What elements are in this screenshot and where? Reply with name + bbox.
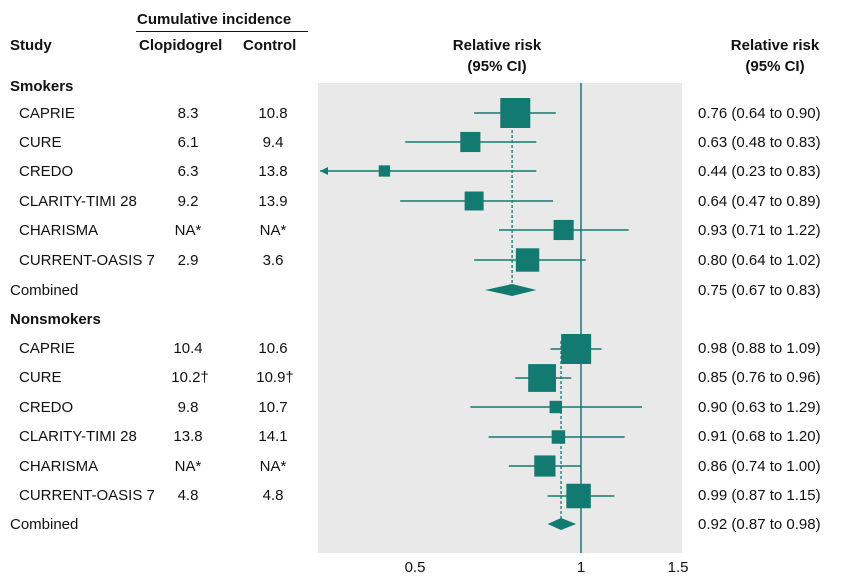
- header-underline: [136, 31, 308, 32]
- rr-text: 0.93 (0.71 to 1.22): [698, 222, 821, 239]
- point-estimate-square: [528, 364, 556, 392]
- rr-text: 0.86 (0.74 to 1.00): [698, 458, 821, 475]
- point-estimate-square: [378, 165, 391, 177]
- group-label-nonsmokers: Nonsmokers: [10, 311, 101, 328]
- control-value: 14.1: [258, 428, 288, 445]
- rr-text: 0.91 (0.68 to 1.20): [698, 428, 821, 445]
- clopidogrel-value: 8.3: [177, 105, 199, 122]
- study-name: CAPRIE: [19, 340, 75, 357]
- header-control: Control: [243, 37, 297, 54]
- study-name: CURRENT-OASIS 7: [19, 487, 155, 504]
- clopidogrel-value: 6.1: [177, 134, 199, 151]
- study-name: CREDO: [19, 399, 74, 416]
- study-name: CHARISMA: [19, 222, 99, 239]
- clopidogrel-value: 10.4: [173, 340, 203, 357]
- clopidogrel-value: 9.8: [177, 399, 199, 416]
- header-ci-right: (95% CI): [745, 58, 805, 75]
- control-value: NA*: [259, 458, 287, 475]
- combined-diamond: [485, 284, 537, 296]
- study-name: CAPRIE: [19, 105, 75, 122]
- rr-text: 0.44 (0.23 to 0.83): [698, 163, 821, 180]
- clopidogrel-value: 2.9: [177, 252, 199, 269]
- header-clopidogrel: Clopidogrel: [139, 37, 223, 54]
- control-value: 3.6: [262, 252, 284, 269]
- rr-text: 0.76 (0.64 to 0.90): [698, 105, 821, 122]
- group-label-smokers: Smokers: [10, 78, 74, 95]
- header-relative-risk-right: Relative risk: [730, 37, 820, 54]
- combined-rr-text: 0.92 (0.87 to 0.98): [698, 516, 821, 533]
- clopidogrel-value: NA*: [174, 458, 202, 475]
- clopidogrel-value: NA*: [174, 222, 202, 239]
- point-estimate-square: [549, 400, 562, 414]
- control-value: 13.8: [258, 163, 288, 180]
- rr-text: 0.64 (0.47 to 0.89): [698, 193, 821, 210]
- ci-arrow: [320, 167, 328, 175]
- point-estimate-square: [500, 98, 531, 128]
- header-ci-center: (95% CI): [467, 58, 527, 75]
- header-cumulative-incidence: Cumulative incidence: [137, 11, 292, 28]
- plot-panel: [318, 83, 682, 553]
- combined-label: Combined: [10, 282, 79, 299]
- combined-label: Combined: [10, 516, 79, 533]
- control-value: 10.6: [258, 340, 288, 357]
- clopidogrel-value: 4.8: [177, 487, 199, 504]
- control-value: 10.8: [258, 105, 288, 122]
- point-estimate-square: [551, 430, 566, 444]
- header-relative-risk-center: Relative risk: [452, 37, 542, 54]
- control-value: 9.4: [262, 134, 284, 151]
- study-name: CLARITY-TIMI 28: [19, 428, 137, 445]
- x-tick-label: 1: [577, 559, 585, 576]
- x-tick-label: 0.5: [405, 559, 426, 576]
- header-study: Study: [10, 37, 52, 54]
- control-value: 4.8: [262, 487, 284, 504]
- rr-text: 0.99 (0.87 to 1.15): [698, 487, 821, 504]
- control-value: NA*: [259, 222, 287, 239]
- combined-diamond: [547, 518, 577, 530]
- control-value: 10.7: [258, 399, 288, 416]
- rr-text: 0.85 (0.76 to 0.96): [698, 369, 821, 386]
- study-name: CREDO: [19, 163, 74, 180]
- study-name: CURE: [19, 134, 62, 151]
- clopidogrel-value: 9.2: [177, 193, 199, 210]
- rr-text: 0.63 (0.48 to 0.83): [698, 134, 821, 151]
- rr-text: 0.80 (0.64 to 1.02): [698, 252, 821, 269]
- study-name: CHARISMA: [19, 458, 99, 475]
- control-value: 10.9†: [256, 369, 294, 386]
- clopidogrel-value: 13.8: [173, 428, 203, 445]
- point-estimate-square: [534, 455, 556, 477]
- point-estimate-square: [515, 248, 540, 272]
- point-estimate-square: [561, 334, 592, 364]
- combined-rr-text: 0.75 (0.67 to 0.83): [698, 282, 821, 299]
- point-estimate-square: [553, 219, 574, 241]
- study-name: CURRENT-OASIS 7: [19, 252, 155, 269]
- study-name: CLARITY-TIMI 28: [19, 193, 137, 210]
- study-name: CURE: [19, 369, 62, 386]
- clopidogrel-value: 6.3: [177, 163, 199, 180]
- rr-text: 0.98 (0.88 to 1.09): [698, 340, 821, 357]
- point-estimate-square: [566, 483, 591, 509]
- control-value: 13.9: [258, 193, 288, 210]
- rr-text: 0.90 (0.63 to 1.29): [698, 399, 821, 416]
- point-estimate-square: [460, 131, 481, 153]
- point-estimate-square: [464, 191, 484, 211]
- x-tick-label: 1.5: [668, 559, 689, 576]
- clopidogrel-value: 10.2†: [171, 369, 209, 386]
